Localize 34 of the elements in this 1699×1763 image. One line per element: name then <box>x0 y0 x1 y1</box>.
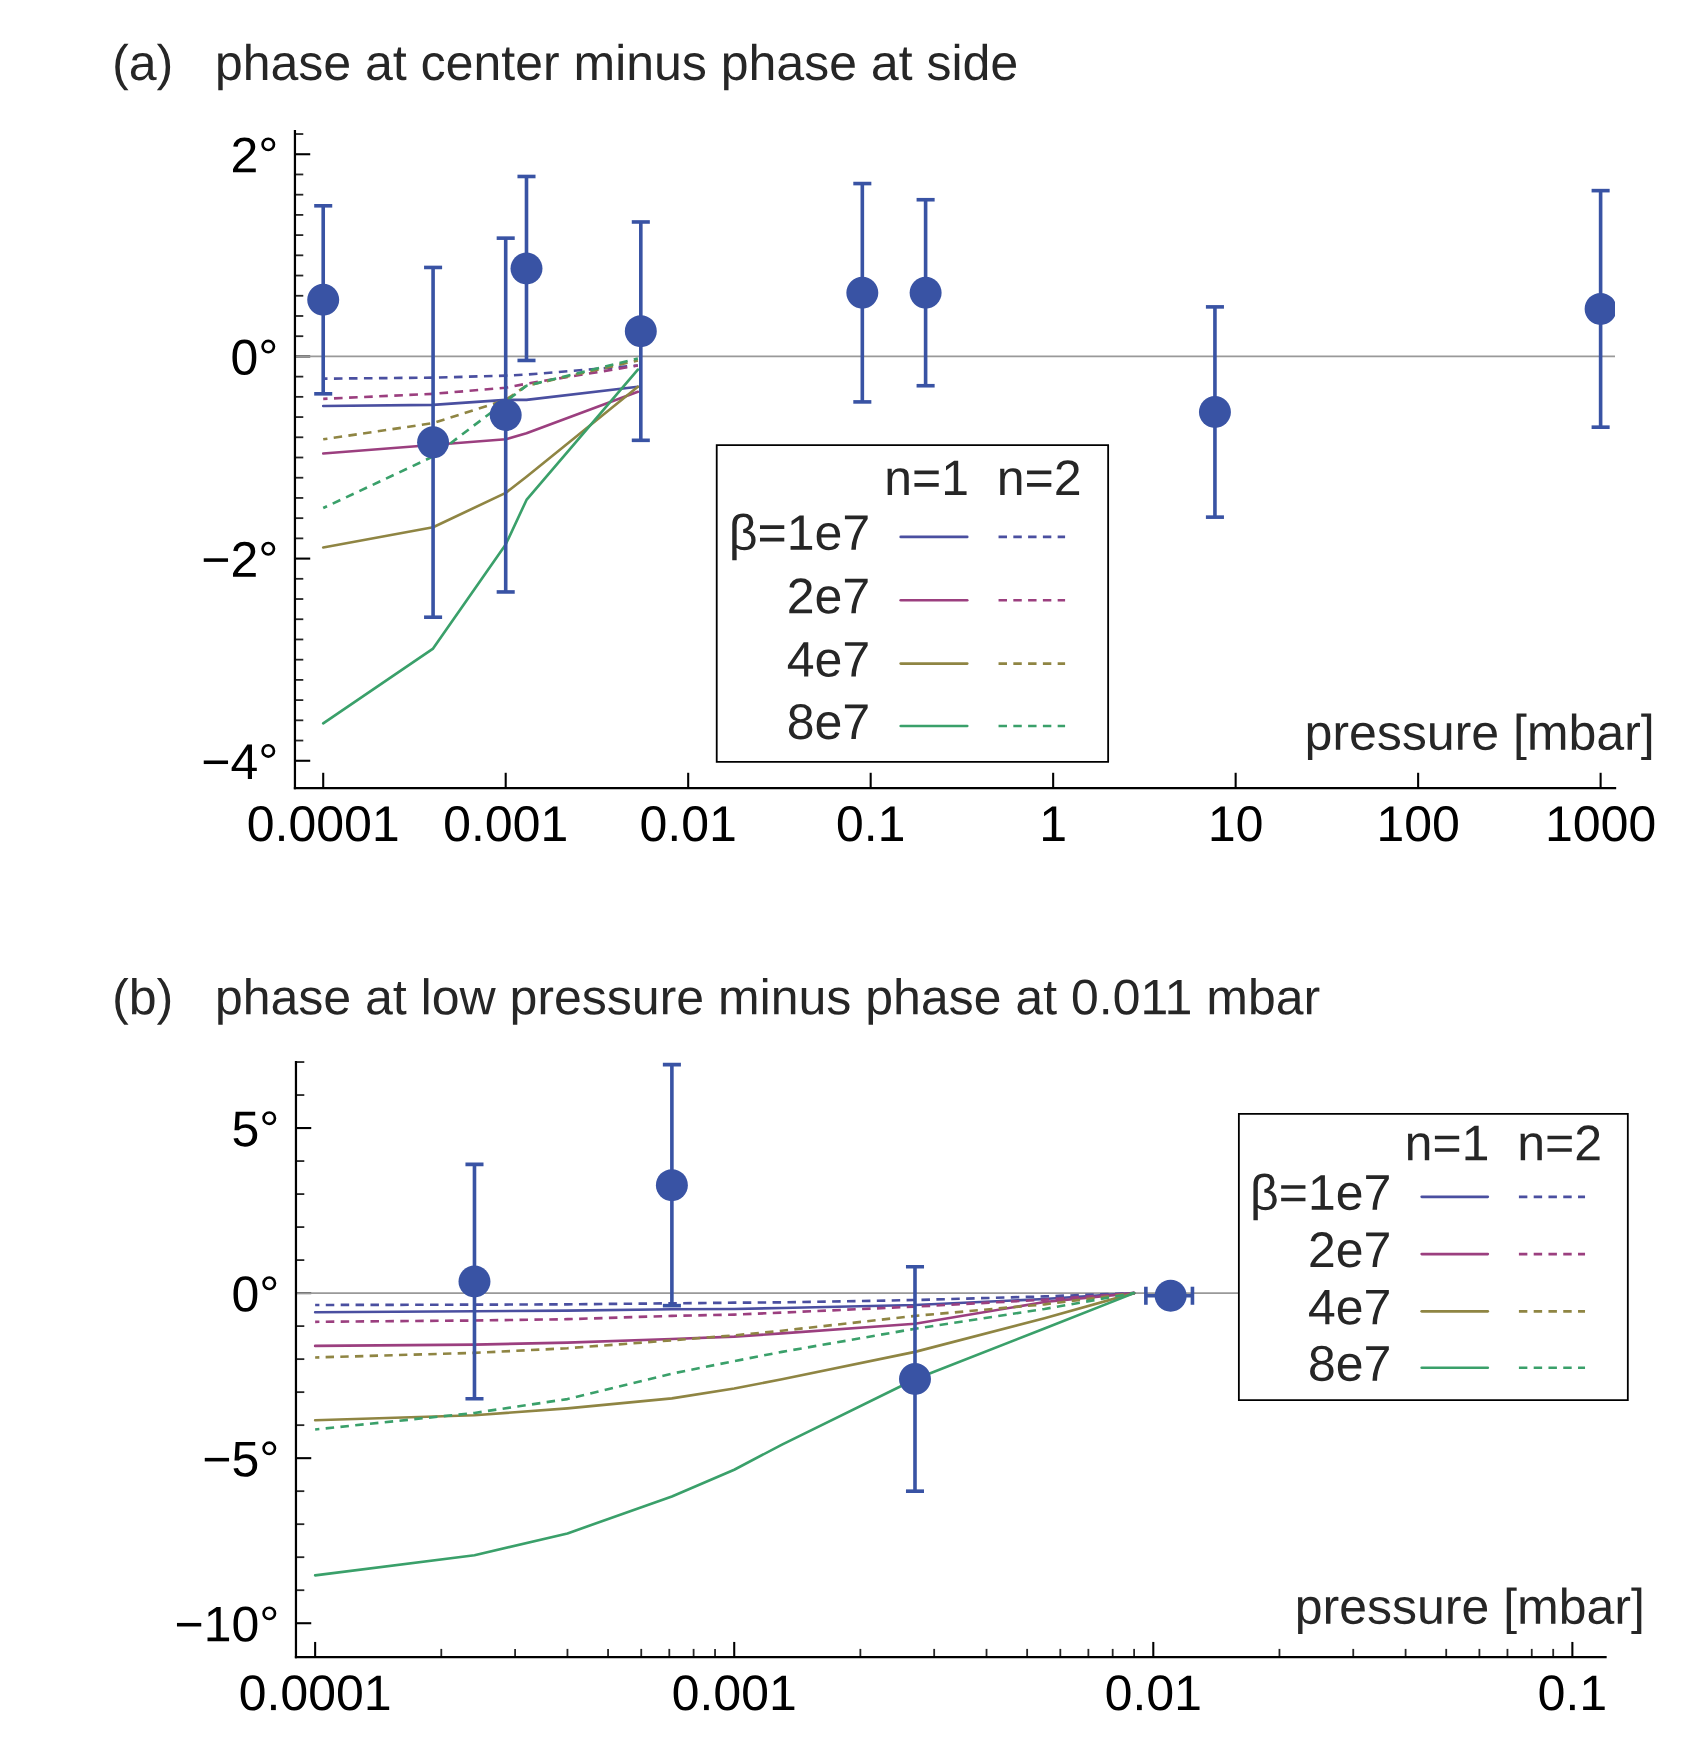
x-tick-label: 0.0001 <box>248 806 398 842</box>
x-tick-label: 0.1 <box>1539 1675 1605 1711</box>
x-tick-label: 0.0001 <box>240 1675 390 1711</box>
x-tick-label: 10 <box>1211 806 1262 842</box>
x-tick-label: 100 <box>1380 806 1458 842</box>
y-tick-label: 0° <box>232 339 276 376</box>
legend-title: n=1 n=2 <box>1407 1125 1600 1161</box>
legend-label: β=1e7 <box>1253 1173 1389 1221</box>
y-tick-label: 0° <box>233 1276 277 1312</box>
legend-title: n=1 n=2 <box>887 460 1080 496</box>
y-tick-label: 2° <box>233 137 276 173</box>
y-tick-label: −5° <box>204 1441 277 1477</box>
chart-title: (b) phase at low pressure minus phase at 0.011 mbar <box>115 978 1320 1025</box>
legend-label: 2e7 <box>789 578 868 614</box>
y-tick-label: −4° <box>203 743 276 779</box>
x-tick-label: 0.01 <box>641 806 735 842</box>
y-tick-label: −2° <box>203 541 276 577</box>
x-axis-title: pressure [mbar] <box>1307 713 1652 761</box>
legend-label: 4e7 <box>787 642 868 678</box>
y-tick-label: −10° <box>176 1606 277 1642</box>
x-tick-label: 1000 <box>1548 806 1655 842</box>
x-tick-label: 1 <box>1043 806 1065 841</box>
y-tick-label: 5° <box>233 1111 277 1147</box>
legend-label: 8e7 <box>1310 1345 1389 1382</box>
chart-title: (a) phase at center minus phase at side <box>115 43 1016 91</box>
x-tick-label: 0.01 <box>1106 1675 1200 1711</box>
legend-label: 2e7 <box>1310 1232 1389 1268</box>
x-tick-label: 0.1 <box>837 806 903 842</box>
legend-label: 4e7 <box>1309 1289 1389 1325</box>
legend-label: β=1e7 <box>732 513 868 561</box>
x-tick-label: 0.001 <box>673 1675 795 1711</box>
x-axis-title: pressure [mbar] <box>1297 1587 1642 1635</box>
legend-label: 8e7 <box>788 704 868 740</box>
x-tick-label: 0.001 <box>445 806 566 842</box>
